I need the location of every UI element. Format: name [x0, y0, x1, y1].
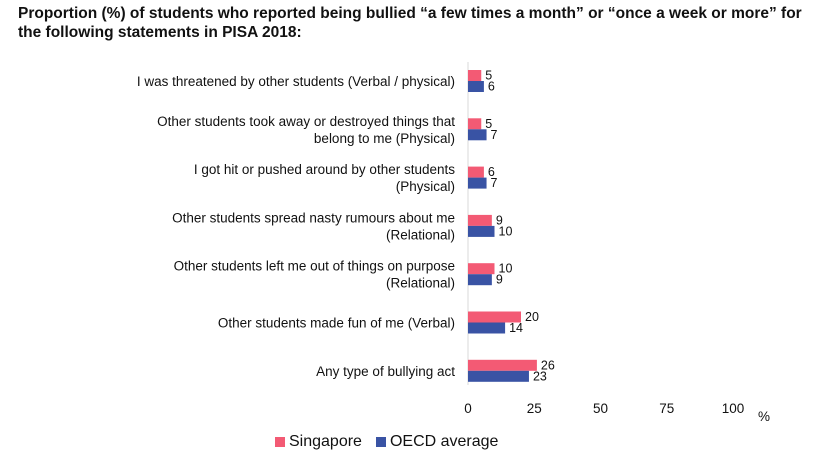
- x-axis-label: %: [758, 409, 770, 424]
- x-tick-label: 100: [722, 401, 745, 416]
- category-label: I got hit or pushed around by other stud…: [194, 162, 455, 177]
- data-label-singapore: 10: [499, 262, 513, 276]
- bar-oecd: [468, 322, 506, 334]
- data-label-singapore: 5: [485, 69, 492, 83]
- legend: Singapore OECD average: [275, 433, 512, 451]
- legend-item-singapore: Singapore: [275, 433, 362, 451]
- bar-oecd: [468, 225, 495, 237]
- category-label: (Relational): [386, 227, 455, 242]
- category-label: (Relational): [386, 276, 455, 291]
- data-label-oecd: 9: [496, 273, 503, 287]
- legend-label-singapore: Singapore: [289, 433, 362, 450]
- x-tick-label: 0: [464, 401, 472, 416]
- bar-oecd: [468, 81, 484, 92]
- legend-swatch-oecd: [375, 437, 386, 447]
- bar-singapore: [468, 166, 484, 178]
- bar-singapore: [468, 311, 521, 323]
- category-label: belong to me (Physical): [314, 131, 455, 146]
- category-label: Other students spread nasty rumours abou…: [172, 210, 455, 225]
- category-label: Any type of bullying act: [316, 364, 455, 379]
- data-label-oecd: 6: [488, 80, 495, 94]
- data-label-oecd: 23: [533, 369, 547, 383]
- data-label-oecd: 7: [491, 176, 498, 190]
- category-label: Other students took away or destroyed th…: [157, 114, 455, 129]
- legend-label-oecd: OECD average: [389, 433, 499, 450]
- bar-singapore: [468, 263, 495, 275]
- legend-swatch-singapore: [275, 437, 285, 447]
- bar-singapore: [468, 359, 537, 371]
- category-label: (Physical): [396, 179, 455, 194]
- data-label-singapore: 5: [485, 117, 492, 131]
- data-label-singapore: 9: [496, 213, 503, 227]
- legend-item-oecd: OECD average: [375, 433, 499, 451]
- bar-singapore: [468, 214, 492, 226]
- data-label-oecd: 7: [491, 128, 498, 142]
- data-label-oecd: 10: [499, 224, 513, 238]
- category-label: I was threatened by other students (Verb…: [137, 74, 455, 89]
- x-tick-label: 50: [593, 401, 608, 416]
- data-label-singapore: 6: [488, 165, 495, 179]
- category-label: Other students made fun of me (Verbal): [218, 316, 455, 331]
- x-tick-label: 25: [527, 401, 542, 416]
- x-tick-label: 75: [659, 401, 674, 416]
- bar-singapore: [468, 118, 482, 130]
- data-label-oecd: 14: [509, 321, 523, 335]
- bar-oecd: [468, 129, 487, 141]
- category-label: Other students left me out of things on …: [174, 259, 455, 274]
- data-label-singapore: 20: [525, 310, 539, 324]
- bar-oecd: [468, 274, 492, 286]
- chart-title: Proportion (%) of students who reported …: [18, 5, 802, 41]
- bar-oecd: [468, 370, 529, 382]
- bar-singapore: [468, 70, 482, 81]
- bar-oecd: [468, 177, 487, 189]
- data-label-singapore: 26: [541, 358, 555, 372]
